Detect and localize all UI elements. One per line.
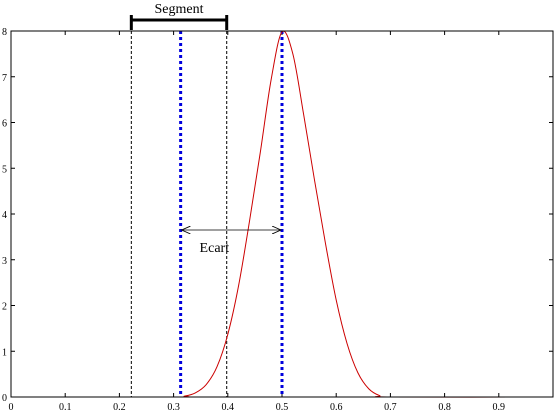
- x-tick-label: 0: [9, 402, 14, 412]
- x-tick-label: 0.6: [330, 402, 343, 412]
- x-tick-label: 0.3: [167, 402, 180, 412]
- x-tick-label: 0.5: [276, 402, 289, 412]
- y-tick-label: 8: [2, 27, 7, 38]
- x-tick-label: 0.7: [384, 402, 397, 412]
- y-tick-label: 2: [2, 302, 7, 313]
- plot-frame: [10, 30, 554, 398]
- reference-lines: [130, 31, 284, 397]
- y-tick-label: 4: [2, 210, 7, 221]
- x-tick-label: 0.4: [222, 402, 235, 412]
- annotations: Segment Ecart: [129, 2, 281, 256]
- segment-label: Segment: [155, 2, 204, 17]
- y-tick-label: 3: [2, 256, 7, 267]
- series-group: [10, 30, 554, 398]
- x-tick-label: 0.8: [438, 402, 451, 412]
- y-tick-label: 7: [2, 73, 7, 84]
- x-tick-label: 0.9: [493, 402, 506, 412]
- y-tick-label: 5: [2, 164, 7, 175]
- x-tick-label: 0.1: [59, 402, 72, 412]
- y-tick-label: 1: [2, 347, 7, 358]
- x-tick-label: 0.2: [113, 402, 126, 412]
- tick-labels: 0 0.1 0.2 0.3 0.4 0.5 0.6 0.7 0.8 0.9 0 1 2 3 4 5 6 7 8: [2, 27, 505, 412]
- y-tick-label: 6: [2, 119, 7, 130]
- y-tick-label: 0: [2, 393, 7, 404]
- ecart-label: Ecart: [200, 241, 230, 256]
- series-line: [10, 30, 554, 398]
